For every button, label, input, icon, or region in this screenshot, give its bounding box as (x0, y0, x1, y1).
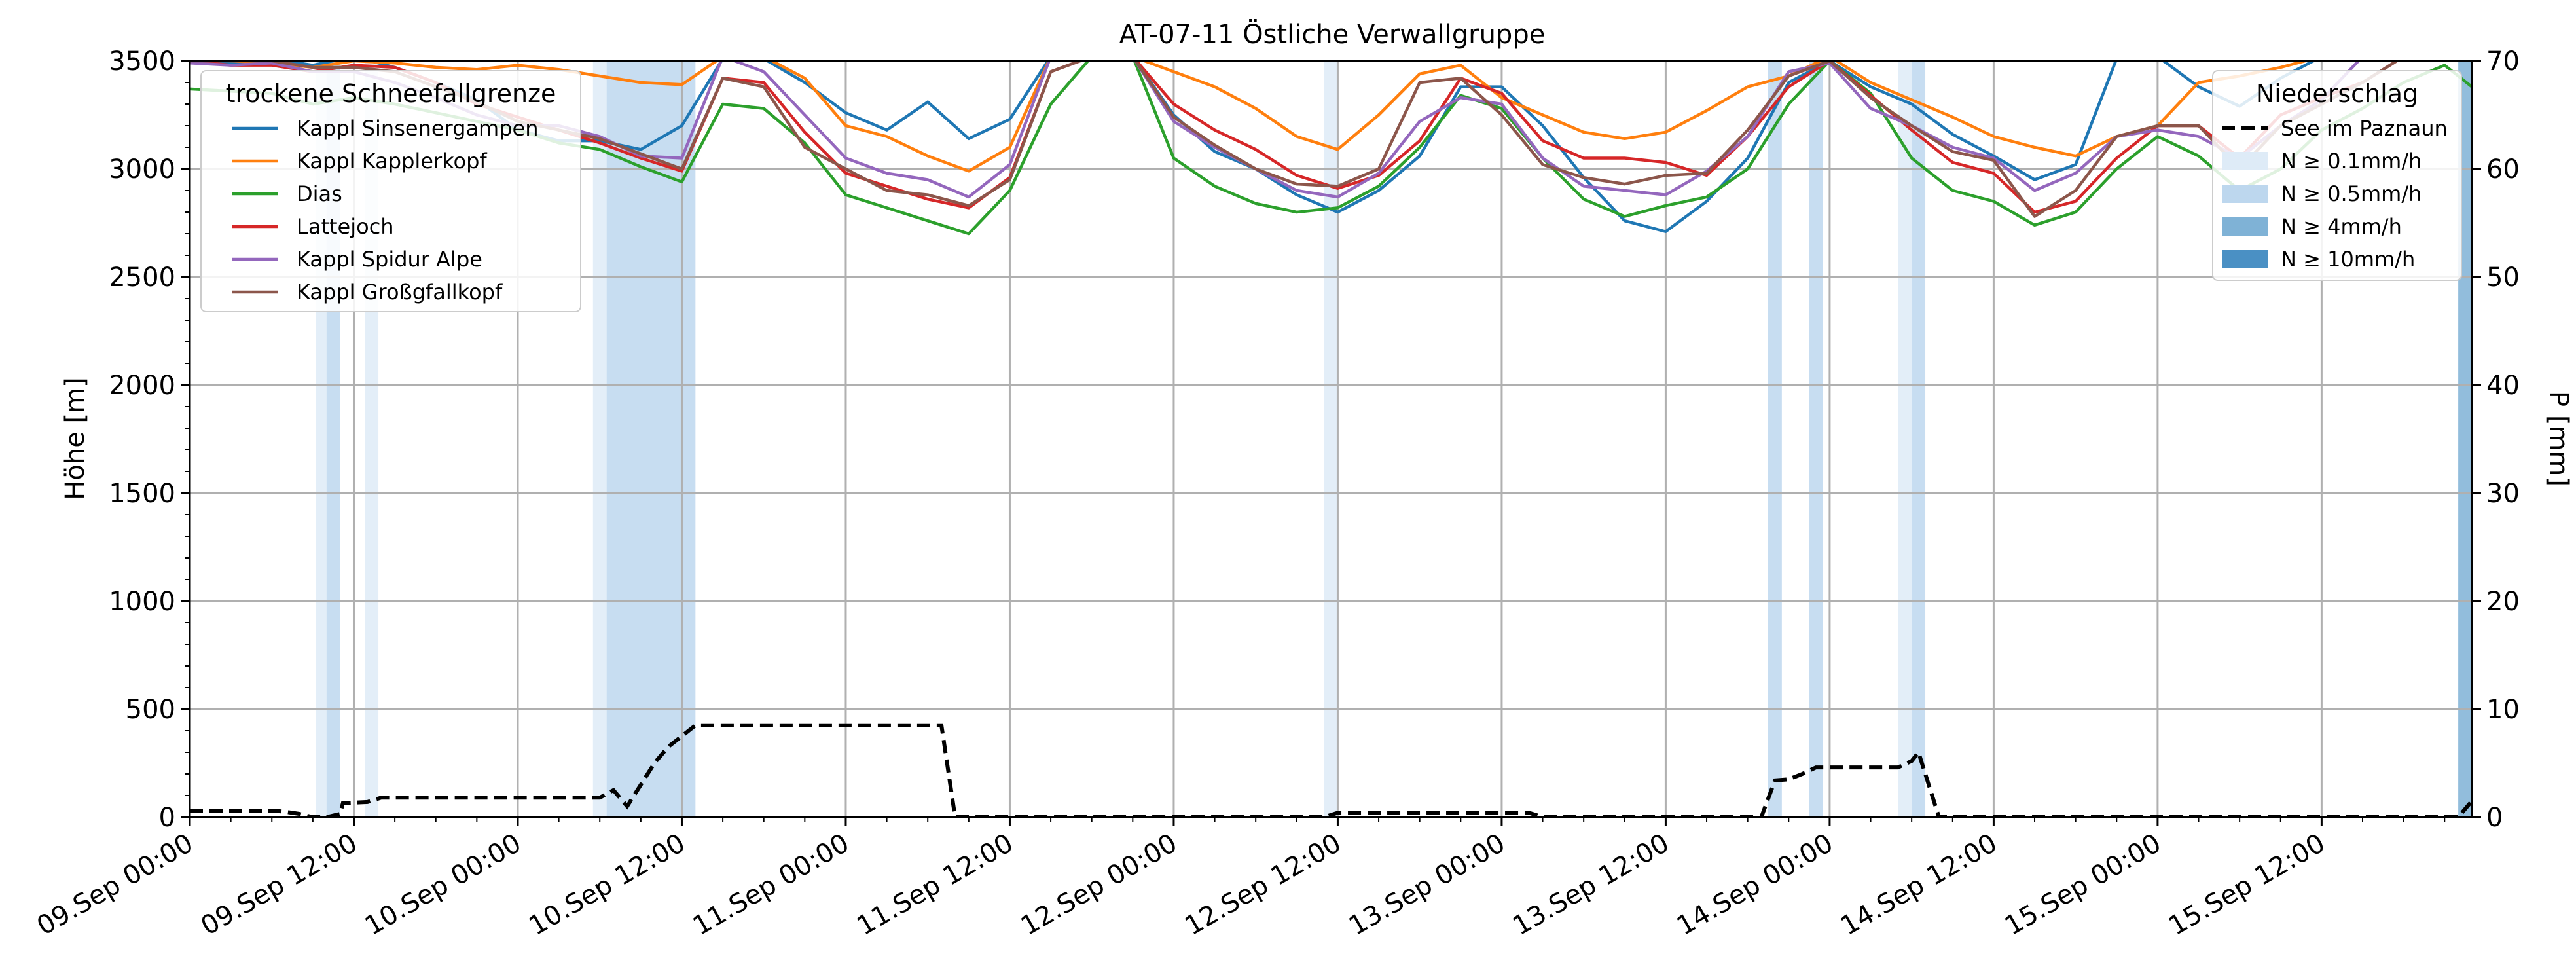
legend-snow-label: Kappl Kapplerkopf (297, 149, 487, 174)
y2-axis-title: P [mm] (2543, 391, 2573, 486)
precip-line (190, 723, 2472, 817)
y2-tick-label: 0 (2486, 803, 2503, 833)
y-tick-label: 2000 (109, 371, 175, 401)
y2-tick-label: 70 (2486, 46, 2520, 77)
legend-snow-label: Dias (297, 181, 342, 206)
legend-snow-label: Kappl Spidur Alpe (297, 247, 482, 272)
legend-precip-swatch (2222, 250, 2268, 268)
y2-tick-label: 50 (2486, 263, 2520, 293)
precip-band (1768, 61, 1782, 817)
legend-snow-label: Kappl Großgfallkopf (297, 280, 503, 304)
plot-frame (189, 60, 2473, 818)
precip-band (592, 61, 607, 817)
legend-precip-label: See im Paznaun (2281, 116, 2448, 141)
legend-precip-title: Niederschlag (2256, 79, 2418, 108)
legend-precip-box (2212, 70, 2462, 281)
precip-band (1324, 61, 1338, 817)
y-tick-label: 1500 (109, 479, 175, 509)
legend-snow-label: Kappl Sinsenergampen (297, 116, 539, 141)
legend-precip-label: N ≥ 0.1mm/h (2281, 149, 2422, 174)
y-tick-label: 2500 (109, 263, 175, 293)
legend-precipitation: Niederschlag See im Paznaun N ≥ 0.1mm/h N ≥… (2212, 70, 2462, 281)
legend-snowline: trockene Schneefallgrenze Kappl Sinsenerg… (200, 70, 581, 312)
y-tick-label: 0 (159, 803, 175, 833)
legend-precip-label: N ≥ 0.5mm/h (2281, 181, 2422, 206)
y2-tick-label: 20 (2486, 587, 2520, 617)
legend-precip-label: N ≥ 10mm/h (2281, 247, 2415, 272)
y2-tick-label: 60 (2486, 155, 2520, 185)
legend-snow-title: trockene Schneefallgrenze (226, 79, 556, 108)
y-tick-label: 3000 (109, 155, 175, 185)
legend-snow-label: Lattejoch (297, 214, 394, 239)
legend-snow-box (200, 70, 581, 312)
precip-band (606, 61, 696, 817)
legend-precip-label: N ≥ 4mm/h (2281, 214, 2402, 239)
y-axis-title: Höhe [m] (60, 377, 90, 500)
y2-tick-label: 30 (2486, 479, 2520, 509)
y2-tick-label: 10 (2486, 695, 2520, 725)
legend-precip-swatch (2222, 185, 2268, 203)
chart-title: AT-07-11 Östliche Verwallgruppe (1119, 18, 1546, 50)
legend-precip-swatch (2222, 152, 2268, 170)
precip-band (1912, 61, 1926, 817)
precip-band (1809, 61, 1823, 817)
y2-tick-label: 40 (2486, 371, 2520, 401)
precip-band (1898, 61, 1912, 817)
legend-precip-swatch (2222, 217, 2268, 236)
y-tick-label: 3500 (109, 46, 175, 77)
y-tick-label: 1000 (109, 587, 175, 617)
y-tick-label: 500 (126, 695, 175, 725)
